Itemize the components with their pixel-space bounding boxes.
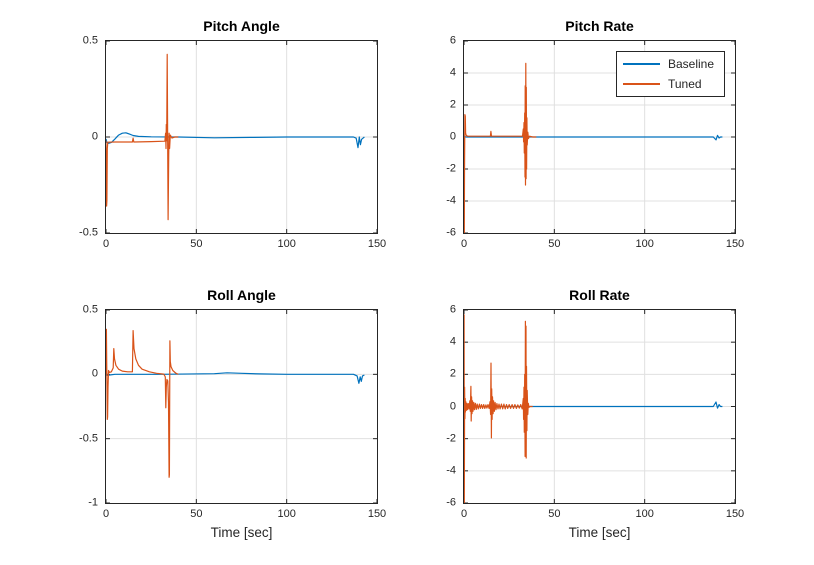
roll-angle-ytick--0.5: -0.5 xyxy=(79,432,98,445)
roll-rate-ytick-6: 6 xyxy=(449,303,456,316)
pitch-angle-ytick--0.5: -0.5 xyxy=(79,226,98,239)
legend-label-baseline: Baseline xyxy=(667,57,714,71)
roll-angle-ytick-0.5: 0.5 xyxy=(82,303,98,316)
legend-row-baseline: Baseline xyxy=(622,57,716,71)
legend-row-tuned: Tuned xyxy=(622,77,716,91)
roll-rate-title: Roll Rate xyxy=(569,287,630,303)
roll-angle-xlabel: Time [sec] xyxy=(210,525,273,540)
roll-angle-xtick-100: 100 xyxy=(277,508,296,520)
subplot-pitch-angle: Pitch Angle 0 50 100 150 0.5 0 -0.5 xyxy=(79,18,386,250)
roll-rate-ytick-4: 4 xyxy=(449,335,456,348)
pitch-angle-canvas xyxy=(106,41,377,233)
roll-rate-xtick-100: 100 xyxy=(635,508,654,520)
pitch-rate-series-baseline xyxy=(464,134,723,141)
subplot-roll-angle: Roll Angle Time [sec] 0 50 100 150 0.5 0 -0.5 -… xyxy=(79,287,386,540)
pitch-rate-ytick--4: -4 xyxy=(446,194,456,207)
roll-rate-canvas xyxy=(464,310,735,503)
roll-angle-canvas xyxy=(106,310,377,503)
roll-rate-xtick-50: 50 xyxy=(548,508,561,520)
roll-angle-ytick-0: 0 xyxy=(91,367,98,380)
pitch-angle-xtick-50: 50 xyxy=(190,238,203,250)
pitch-angle-xtick-100: 100 xyxy=(277,238,296,250)
pitch-rate-ytick-4: 4 xyxy=(449,66,456,79)
legend: Baseline Tuned xyxy=(615,51,725,97)
roll-rate-series-tuned xyxy=(464,314,533,503)
pitch-angle-xtick-150: 150 xyxy=(367,238,387,250)
baseline-line-sample xyxy=(622,63,660,65)
roll-rate-ytick--2: -2 xyxy=(446,432,456,445)
pitch-rate-ytick-6: 6 xyxy=(449,34,456,47)
pitch-rate-ytick-2: 2 xyxy=(449,98,456,111)
pitch-angle-series-tuned xyxy=(106,53,179,221)
roll-rate-xtick-0: 0 xyxy=(460,508,468,520)
pitch-rate-ytick-0: 0 xyxy=(449,130,456,143)
pitch-rate-ytick--6: -6 xyxy=(446,226,456,239)
pitch-angle-series-baseline xyxy=(106,132,365,149)
pitch-angle-ytick-0.5: 0.5 xyxy=(82,34,98,47)
pitch-rate-series-tuned xyxy=(464,62,537,233)
roll-angle-series-tuned xyxy=(106,328,179,478)
tuned-line-sample xyxy=(622,83,660,85)
roll-rate-xlabel: Time [sec] xyxy=(568,525,631,540)
pitch-rate-title: Pitch Rate xyxy=(565,18,634,34)
roll-angle-title: Roll Angle xyxy=(207,287,276,303)
roll-angle-xtick-0: 0 xyxy=(102,508,110,520)
legend-label-tuned: Tuned xyxy=(667,77,702,91)
subplot-pitch-rate: Pitch Rate Baseline Tuned 0 50 100 150 6 4 2 0-… xyxy=(446,18,744,250)
roll-rate-ytick--4: -4 xyxy=(446,464,456,477)
pitch-rate-xtick-50: 50 xyxy=(548,238,561,250)
pitch-angle-xtick-0: 0 xyxy=(102,238,110,250)
pitch-angle-ytick-0: 0 xyxy=(91,130,98,143)
roll-angle-series-baseline xyxy=(106,372,365,384)
roll-rate-ytick-0: 0 xyxy=(449,400,456,412)
roll-rate-ytick--6: -6 xyxy=(446,496,456,509)
pitch-angle-title: Pitch Angle xyxy=(203,18,280,34)
roll-angle-ytick--1: -1 xyxy=(88,496,98,509)
roll-rate-ytick-2: 2 xyxy=(449,367,456,380)
roll-angle-xtick-50: 50 xyxy=(190,508,203,520)
pitch-rate-xtick-0: 0 xyxy=(460,238,468,250)
pitch-rate-xtick-150: 150 xyxy=(725,238,745,250)
roll-rate-series-baseline xyxy=(464,401,723,409)
subplot-roll-rate: Roll Rate Time [sec] 0 50 100 150 6 4 2 0 -2 -4 -6 xyxy=(446,287,744,540)
roll-angle-xtick-150: 150 xyxy=(367,508,387,520)
pitch-rate-xtick-100: 100 xyxy=(635,238,654,250)
roll-rate-xtick-150: 150 xyxy=(725,508,745,520)
pitch-rate-ytick--2: -2 xyxy=(446,162,456,175)
